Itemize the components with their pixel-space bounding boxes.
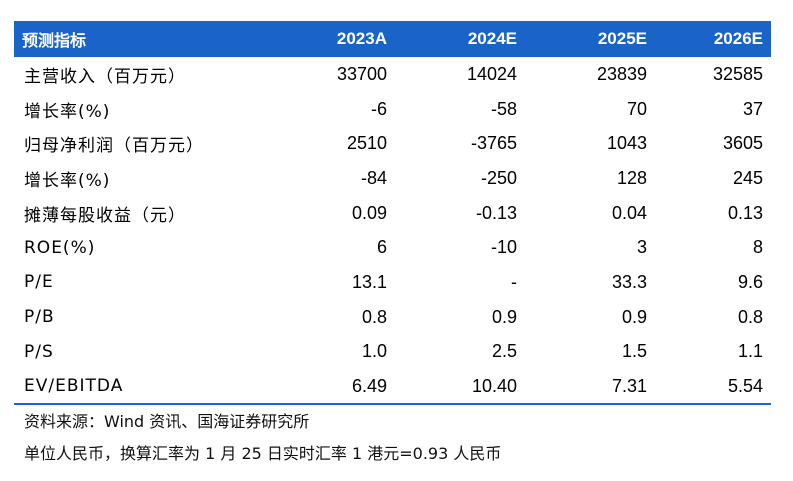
table-cell: 1043 bbox=[606, 133, 647, 154]
table-cell: 0.8 bbox=[737, 306, 763, 327]
table-notes: 资料来源：Wind 资讯、国海证券研究所 单位人民币，换算汇率为 1 月 25 … bbox=[24, 412, 501, 464]
table-header: 预测指标 2023A 2024E 2025E 2026E bbox=[14, 21, 771, 57]
table-cell: 6 bbox=[376, 237, 387, 258]
table-cell: 33.3 bbox=[611, 271, 647, 292]
table-row: 主营收入（百万元） 33700 14024 23839 32585 bbox=[14, 57, 771, 92]
table-cell: - bbox=[511, 271, 517, 292]
source-note: 资料来源：Wind 资讯、国海证券研究所 bbox=[24, 412, 310, 431]
table-cell: 8 bbox=[752, 237, 763, 258]
table-cell: 0.8 bbox=[361, 306, 387, 327]
unit-note: 单位人民币，换算汇率为 1 月 25 日实时汇率 1 港元=0.93 人民币 bbox=[24, 444, 502, 463]
table-cell: 3605 bbox=[722, 133, 763, 154]
row-label: P/B bbox=[24, 307, 55, 328]
table-row: P/E 13.1 - 33.3 9.6 bbox=[14, 265, 771, 300]
table-cell: 2.5 bbox=[491, 341, 517, 362]
table-cell: -250 bbox=[480, 167, 517, 188]
table-cell: -10 bbox=[490, 237, 517, 258]
table-cell: -6 bbox=[370, 98, 387, 119]
header-2023a: 2023A bbox=[336, 29, 387, 48]
header-row: 预测指标 2023A 2024E 2025E 2026E bbox=[14, 21, 771, 57]
header-indicator: 预测指标 bbox=[22, 31, 87, 50]
table-cell: 0.13 bbox=[727, 202, 763, 223]
table-row: 摊薄每股收益（元） 0.09 -0.13 0.04 0.13 bbox=[14, 196, 771, 231]
table-cell: 6.49 bbox=[260, 369, 395, 405]
row-label: P/E bbox=[24, 272, 54, 293]
table-row: 增长率(%) -6 -58 70 37 bbox=[14, 92, 771, 127]
table-row: EV/EBITDA 6.49 10.40 7.31 5.54 bbox=[14, 369, 771, 405]
table-cell: 1.1 bbox=[737, 341, 763, 362]
row-label: 增长率(%) bbox=[24, 170, 111, 191]
table-cell: -84 bbox=[360, 167, 387, 188]
header-2024e: 2024E bbox=[467, 29, 517, 48]
table-cell: -58 bbox=[490, 98, 517, 119]
table-cell: 5.54 bbox=[655, 369, 771, 405]
table-cell: 3 bbox=[636, 237, 647, 258]
table-cell: 128 bbox=[616, 167, 647, 188]
table-row: P/S 1.0 2.5 1.5 1.1 bbox=[14, 335, 771, 370]
header-2025e: 2025E bbox=[597, 29, 647, 48]
table-cell: 13.1 bbox=[351, 271, 387, 292]
table-cell: 0.9 bbox=[491, 306, 517, 327]
table-cell: 23839 bbox=[596, 63, 647, 84]
header-2026e: 2026E bbox=[713, 29, 763, 48]
forecast-table: 预测指标 2023A 2024E 2025E 2026E 主营收入（百万元） 3… bbox=[14, 21, 771, 405]
table-cell: 2510 bbox=[346, 133, 387, 154]
row-label: 摊薄每股收益（元） bbox=[24, 205, 186, 226]
table-cell: 14024 bbox=[466, 63, 517, 84]
table-cell: 1.0 bbox=[361, 341, 387, 362]
table-cell: 70 bbox=[626, 98, 647, 119]
row-label: 归母净利润（百万元） bbox=[24, 136, 204, 157]
table-cell: 0.04 bbox=[611, 202, 647, 223]
row-label: P/S bbox=[24, 341, 54, 362]
row-label: 增长率(%) bbox=[24, 101, 111, 122]
row-label: EV/EBITDA bbox=[14, 369, 260, 405]
forecast-table-container: 预测指标 2023A 2024E 2025E 2026E 主营收入（百万元） 3… bbox=[14, 21, 771, 405]
table-row: ROE(%) 6 -10 3 8 bbox=[14, 230, 771, 265]
table-cell: 9.6 bbox=[737, 271, 763, 292]
row-label: 主营收入（百万元） bbox=[24, 66, 186, 87]
table-row: 归母净利润（百万元） 2510 -3765 1043 3605 bbox=[14, 126, 771, 161]
table-cell: -0.13 bbox=[475, 202, 517, 223]
row-label: ROE(%) bbox=[24, 237, 96, 258]
table-row: P/B 0.8 0.9 0.9 0.8 bbox=[14, 300, 771, 335]
table-cell: 1.5 bbox=[621, 341, 647, 362]
table-cell: 33700 bbox=[336, 63, 387, 84]
table-body: 主营收入（百万元） 33700 14024 23839 32585 增长率(%)… bbox=[14, 57, 771, 405]
table-cell: 32585 bbox=[712, 63, 763, 84]
table-cell: 0.9 bbox=[621, 306, 647, 327]
table-row: 增长率(%) -84 -250 128 245 bbox=[14, 161, 771, 196]
table-cell: 0.09 bbox=[351, 202, 387, 223]
table-cell: 37 bbox=[742, 98, 763, 119]
table-cell: 245 bbox=[732, 167, 763, 188]
table-cell: 7.31 bbox=[525, 369, 655, 405]
table-cell: -3765 bbox=[470, 133, 517, 154]
table-cell: 10.40 bbox=[395, 369, 525, 405]
